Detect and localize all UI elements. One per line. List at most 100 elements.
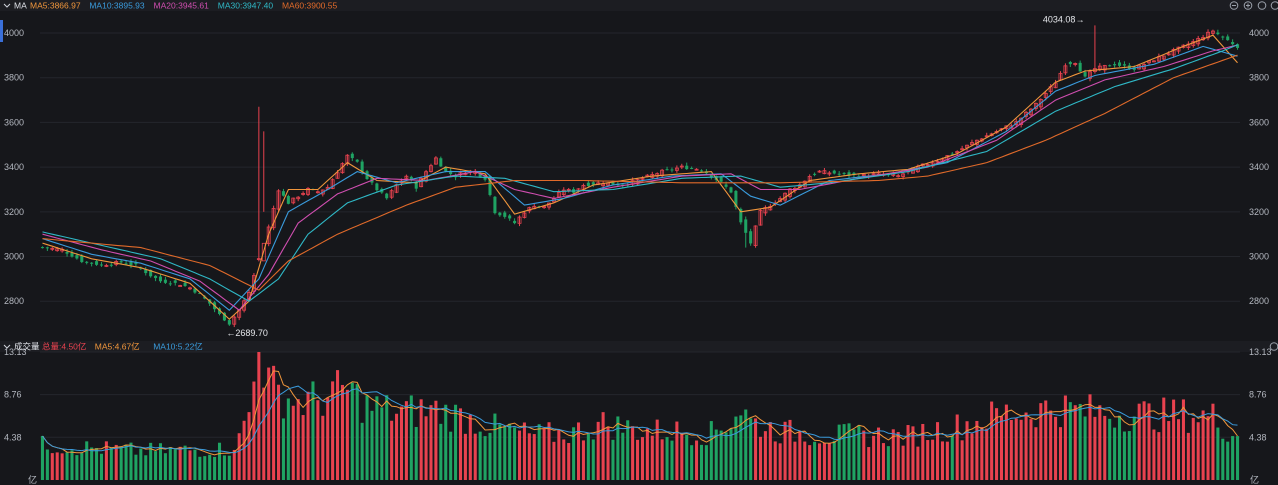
volume-bar[interactable] (532, 434, 536, 480)
candle-body[interactable] (1083, 72, 1087, 77)
candle-body[interactable] (1078, 62, 1082, 72)
candle-body[interactable] (433, 157, 438, 165)
candle-body[interactable] (739, 208, 743, 223)
volume-bar[interactable] (872, 435, 876, 480)
candle-body[interactable] (817, 170, 822, 173)
volume-bar[interactable] (247, 412, 251, 480)
candle-body[interactable] (1166, 53, 1171, 56)
candle-body[interactable] (709, 174, 713, 178)
volume-bar[interactable] (291, 405, 295, 480)
candle-body[interactable] (1206, 31, 1210, 39)
candle-body[interactable] (306, 188, 310, 195)
volume-bar[interactable] (424, 416, 428, 480)
volume-bar[interactable] (85, 441, 89, 480)
volume-bar[interactable] (1236, 436, 1240, 480)
candle-body[interactable] (296, 196, 301, 200)
volume-bar[interactable] (365, 395, 369, 480)
candle-body[interactable] (1097, 65, 1102, 70)
volume-bar[interactable] (188, 450, 192, 480)
volume-bar[interactable] (498, 424, 502, 480)
volume-bar[interactable] (311, 381, 315, 480)
volume-bar[interactable] (921, 423, 925, 480)
candle-body[interactable] (266, 226, 271, 245)
candle-body[interactable] (935, 160, 940, 163)
volume-bar[interactable] (242, 420, 246, 480)
volume-bar[interactable] (1181, 399, 1185, 480)
volume-bar[interactable] (1058, 427, 1063, 480)
volume-bar[interactable] (65, 452, 69, 480)
volume-bar[interactable] (822, 442, 826, 480)
candle-body[interactable] (404, 175, 409, 180)
volume-bar[interactable] (252, 381, 256, 480)
volume-bar[interactable] (1083, 416, 1087, 480)
volume-bar[interactable] (355, 384, 359, 480)
candle-body[interactable] (1171, 49, 1176, 56)
volume-bar[interactable] (537, 424, 541, 480)
volume-bar[interactable] (1186, 432, 1190, 480)
candle-body[interactable] (488, 176, 492, 195)
candle-body[interactable] (827, 172, 832, 175)
candle-body[interactable] (1073, 63, 1078, 65)
volume-bar[interactable] (1034, 427, 1038, 480)
volume-bar[interactable] (562, 439, 566, 480)
volume-bar[interactable] (1068, 402, 1072, 480)
candle-body[interactable] (281, 191, 285, 196)
volume-bar[interactable] (1127, 431, 1131, 480)
volume-bar[interactable] (675, 421, 679, 480)
volume-bar[interactable] (665, 437, 669, 480)
candle-body[interactable] (261, 242, 266, 262)
candle-body[interactable] (513, 220, 517, 224)
volume-bar[interactable] (990, 401, 994, 480)
candle-body[interactable] (1211, 30, 1215, 34)
volume-bar[interactable] (837, 424, 841, 480)
volume-bar[interactable] (429, 405, 433, 480)
volume-bar[interactable] (50, 453, 54, 480)
volume-bar[interactable] (527, 433, 531, 480)
volume-bar[interactable] (640, 437, 644, 480)
volume-bar[interactable] (163, 453, 167, 480)
candle-body[interactable] (925, 164, 930, 166)
volume-bar[interactable] (1201, 410, 1205, 480)
settings-icon[interactable] (1257, 1, 1267, 10)
candle-body[interactable] (222, 312, 226, 321)
candle-body[interactable] (1019, 117, 1024, 125)
volume-bar[interactable] (178, 446, 182, 480)
volume-bar[interactable] (862, 430, 866, 480)
volume-bar[interactable] (1088, 394, 1092, 480)
candle-body[interactable] (586, 182, 590, 186)
volume-bar[interactable] (257, 352, 261, 480)
volume-bar[interactable] (547, 422, 551, 480)
volume-bar[interactable] (237, 433, 241, 480)
volume-bar[interactable] (1044, 400, 1048, 480)
volume-bar[interactable] (336, 370, 340, 480)
volume-bar[interactable] (1014, 418, 1018, 480)
candle-body[interactable] (291, 197, 296, 204)
volume-bar[interactable] (60, 453, 64, 480)
volume-bar[interactable] (522, 422, 526, 480)
volume-bar[interactable] (109, 447, 113, 480)
volume-bar[interactable] (832, 440, 836, 480)
volume-bar[interactable] (626, 420, 630, 480)
volume-bar[interactable] (173, 449, 177, 480)
volume-bar[interactable] (1019, 419, 1023, 480)
candle-body[interactable] (154, 275, 158, 279)
volume-bar[interactable] (867, 447, 871, 480)
volume-bar[interactable] (345, 389, 349, 480)
volume-bar[interactable] (911, 426, 915, 480)
candle-body[interactable] (1113, 64, 1117, 66)
volume-bar[interactable] (699, 444, 703, 480)
candle-body[interactable] (276, 190, 281, 210)
volume-bar[interactable] (493, 413, 497, 480)
volume-bar[interactable] (1167, 421, 1171, 480)
volume-bar[interactable] (650, 435, 654, 480)
volume-bar[interactable] (286, 398, 290, 480)
candle-body[interactable] (1063, 65, 1068, 74)
volume-bar[interactable] (685, 434, 689, 480)
candle-body[interactable] (99, 264, 103, 266)
candle-body[interactable] (1009, 125, 1014, 129)
volume-bar[interactable] (198, 456, 202, 480)
volume-bar[interactable] (385, 395, 389, 480)
candle-body[interactable] (802, 180, 807, 188)
volume-bar[interactable] (591, 439, 595, 480)
volume-bar[interactable] (508, 423, 512, 480)
